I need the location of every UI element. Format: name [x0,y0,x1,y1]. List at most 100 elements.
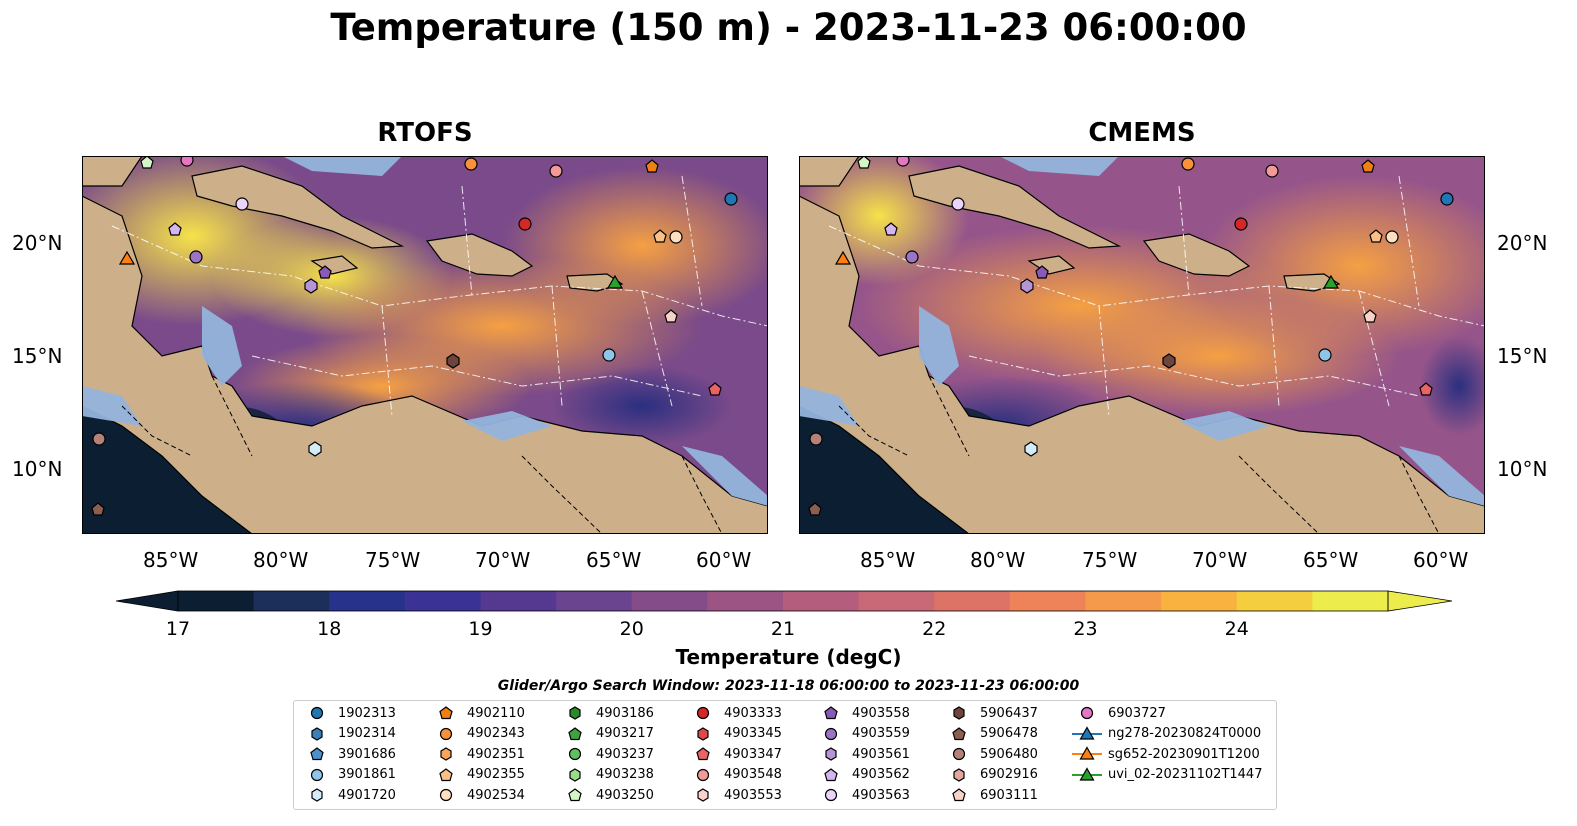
legend-item: 4903563 [814,785,910,805]
lat-tick-10n-right: 10°N [1497,457,1548,481]
lat-tick-20n-right: 20°N [1497,231,1548,255]
legend-item: 4903217 [558,724,654,744]
legend-item-label: 1902313 [338,705,396,721]
colorbar-tick-label: 20 [619,618,644,640]
legend-item-label: 4903553 [724,787,782,803]
colorbar-segment [1161,591,1238,611]
legend-item: 4901720 [300,785,396,805]
argo-floats-cmems [808,156,1454,516]
legend-item: 4902534 [429,785,525,805]
pentagon-marker-icon [952,726,966,740]
circle-marker-icon [824,789,838,802]
country-borders [121,375,723,534]
colorbar-tick-label: 18 [317,618,342,640]
legend-item: 4902343 [429,724,525,744]
lat-tick-15n-right: 15°N [1497,344,1548,368]
legend-item: 4903347 [686,744,782,764]
legend-item-label: 3901686 [338,746,396,762]
lat-tick-20n-left: 20°N [12,231,63,255]
colorbar-segment [934,591,1011,611]
legend-item-label: 4901720 [338,787,396,803]
legend-item-label: 4903238 [596,767,654,783]
land [799,156,1485,534]
circle-marker-icon [439,789,453,802]
pentagon-marker-icon [952,788,966,802]
colorbar-segment [707,591,784,611]
colorbar-segment [253,591,330,611]
eez-boundaries [111,175,768,417]
pentagon-marker-icon [824,768,838,781]
hexagon-marker-icon [825,747,837,761]
legend-item-label: 5906478 [980,726,1038,742]
lon-tick-85w-left: 85°W [143,548,199,572]
triangle-marker-icon [1072,725,1102,740]
lon-tick-70w-left: 70°W [475,548,531,572]
legend-item: 4903553 [686,785,782,805]
legend-item: 4903561 [814,744,910,764]
hexagon-marker-icon [697,726,709,741]
legend-title: Glider/Argo Search Window: 2023-11-18 06… [497,678,1080,694]
circle-marker-icon [310,768,324,781]
colorbar-segment [556,591,633,611]
legend-item: 1902313 [300,703,396,723]
circle-marker-icon [696,768,710,781]
legend-item: 3901686 [300,744,396,764]
legend-item-label: 4903548 [724,767,782,783]
legend-item: 6903727 [1070,703,1166,723]
legend-item-label: 5906480 [980,746,1038,762]
lat-tick-15n-left: 15°N [12,344,63,368]
legend-item: 4902110 [429,703,525,723]
colorbar-tick-label: 19 [468,618,493,640]
hexagon-marker-icon [311,726,323,741]
colorbar-segment [1009,591,1086,611]
legend-item: 4903559 [814,724,910,744]
colorbar-tick-label: 21 [770,618,796,640]
legend-item-label: 4903217 [596,726,654,742]
lon-tick-80w-left: 80°W [253,548,309,572]
panel-title-cmems: CMEMS [1088,118,1196,148]
lon-tick-75w-left: 75°W [365,548,421,572]
colorbar-segment [1085,591,1162,611]
hexagon-marker-icon [440,747,452,761]
colorbar-tick-label: 24 [1224,618,1249,640]
legend-item-label: 5906437 [980,705,1038,721]
legend-item-label: 4903347 [724,746,782,762]
lon-tick-80w-right: 80°W [970,548,1026,572]
hexagon-marker-icon [953,768,965,782]
legend-item: 5906437 [942,703,1038,723]
legend-item: 4902355 [429,765,525,785]
country-borders [838,375,1440,534]
legend-item: 4903558 [814,703,910,723]
lon-tick-75w-right: 75°W [1082,548,1138,572]
shallow-shelf [82,156,768,506]
legend-item: 4903238 [558,765,654,785]
colorbar [116,590,1452,612]
colorbar-tick-label: 23 [1073,618,1098,640]
eez-boundaries [828,175,1485,417]
triangle-marker-icon [1072,767,1102,781]
lon-tick-70w-right: 70°W [1192,548,1248,572]
colorbar-segment [783,591,860,611]
cmems-temperature-map [799,156,1485,534]
circle-marker-icon [952,748,966,761]
legend-item: 4903186 [558,703,654,723]
land [82,156,768,534]
legend-item: 4903562 [814,765,910,785]
legend-item-label: 6903727 [1108,705,1166,721]
colorbar-segment [1312,591,1389,611]
colorbar-segment [178,591,255,611]
legend-item-label: 4903333 [724,705,782,721]
legend-item: 6903111 [942,785,1038,805]
circle-marker-icon [439,727,453,740]
legend-item-label: 4902351 [467,746,525,762]
legend-item-label: 4903186 [596,705,654,721]
lat-tick-10n-left: 10°N [12,457,63,481]
hexagon-marker-icon [569,706,581,720]
colorbar-extend-high [1387,590,1452,612]
legend-item-label: 4903558 [852,705,910,721]
legend-item: uvi_02-20231102T1447 [1070,765,1262,785]
hexagon-marker-icon [697,788,709,803]
pentagon-marker-icon [568,788,582,802]
legend-item-label: 1902314 [338,726,396,742]
hexagon-marker-icon [311,788,323,803]
